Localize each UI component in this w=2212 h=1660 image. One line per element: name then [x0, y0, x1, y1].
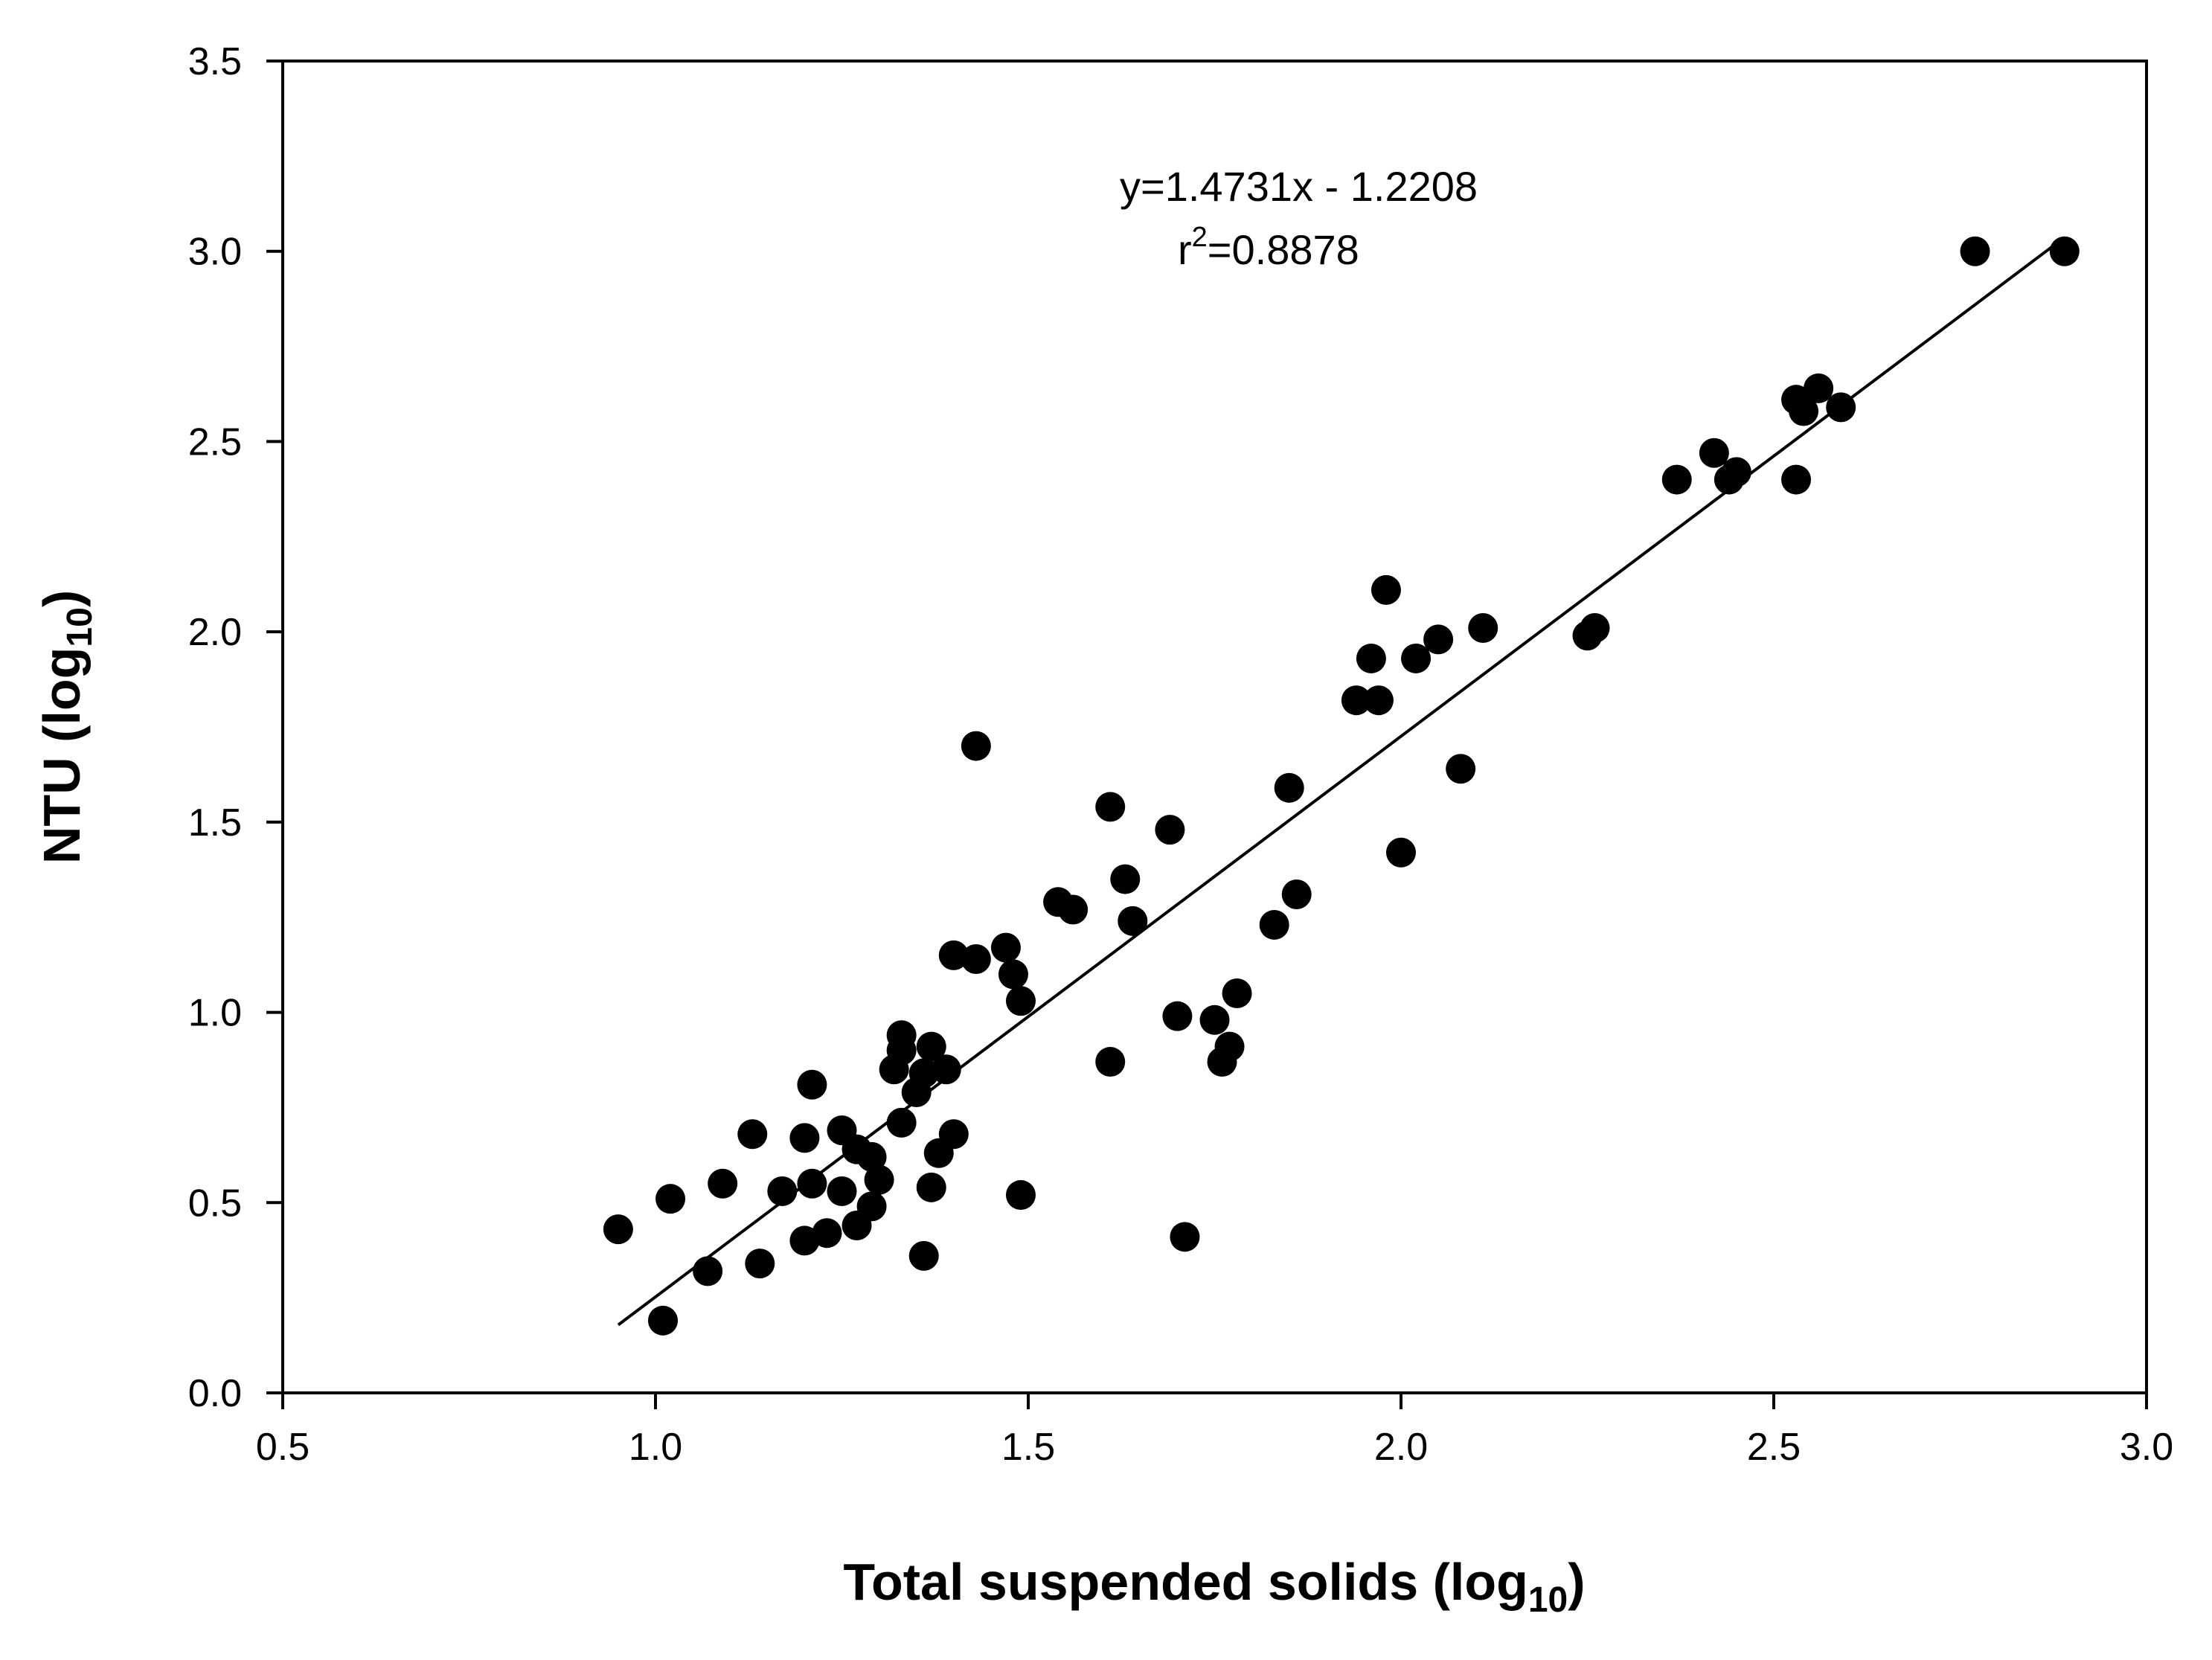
data-point	[1341, 685, 1371, 716]
x-tick-label: 1.5	[1001, 1426, 1055, 1469]
data-point	[1468, 613, 1498, 644]
x-tick-label: 2.5	[1747, 1426, 1801, 1469]
data-point	[908, 1240, 939, 1271]
r-squared-prefix: r	[1178, 226, 1192, 273]
data-point	[1281, 879, 1312, 910]
data-point	[693, 1256, 723, 1286]
y-tick-label: 3.0	[188, 231, 242, 274]
data-point	[797, 1168, 827, 1199]
data-point	[938, 1119, 969, 1150]
data-point	[1162, 1001, 1193, 1031]
x-tick-label: 2.0	[1374, 1426, 1428, 1469]
data-point	[1699, 438, 1729, 468]
data-point	[856, 1191, 887, 1222]
data-point	[1222, 978, 1252, 1008]
x-axis: 0.5 1.0 1.5 2.0 2.5 3.0	[256, 1393, 2173, 1469]
y-axis-label-close: )	[33, 590, 91, 607]
r-squared-superscript: 2	[1192, 222, 1208, 253]
data-point	[1005, 986, 1036, 1016]
data-point	[1155, 815, 1185, 845]
data-point	[1804, 373, 1834, 403]
data-point	[812, 1218, 842, 1249]
data-point	[789, 1123, 820, 1153]
r-squared-value: =0.8878	[1208, 226, 1359, 273]
x-axis-label-main: Total suspended solids (log	[843, 1553, 1527, 1611]
data-point	[648, 1305, 679, 1336]
data-point	[916, 1031, 946, 1062]
x-axis-label: Total suspended solids (log10)	[843, 1553, 1585, 1620]
y-axis-label: NTU (log10)	[33, 590, 100, 864]
data-point	[990, 932, 1021, 963]
x-tick-label: 0.5	[256, 1426, 310, 1469]
data-point	[1170, 1222, 1200, 1252]
r-squared-annotation: r2=0.8878	[1178, 222, 1359, 273]
data-point	[2049, 236, 2080, 266]
data-point	[1661, 464, 1692, 495]
data-point	[1781, 464, 1812, 495]
data-point	[1005, 1180, 1036, 1211]
y-axis-label-main: NTU (log	[33, 647, 91, 865]
data-point	[916, 1172, 946, 1202]
data-point	[655, 1184, 686, 1214]
plot-frame	[281, 60, 2148, 1394]
data-point	[737, 1119, 768, 1150]
data-point	[1363, 685, 1394, 716]
y-tick-label: 0.0	[188, 1372, 242, 1415]
data-point	[1446, 754, 1476, 784]
data-point	[1789, 396, 1819, 426]
data-point	[938, 940, 969, 970]
data-point	[908, 1058, 939, 1089]
data-point	[1423, 624, 1454, 655]
y-tick-label: 1.0	[188, 992, 242, 1035]
y-axis-label-subscript: 10	[60, 607, 100, 647]
data-point	[1371, 574, 1401, 605]
data-point	[1110, 864, 1141, 894]
data-point	[864, 1164, 894, 1195]
data-point	[827, 1176, 857, 1206]
data-point	[1826, 392, 1856, 423]
x-axis-label-close: )	[1568, 1553, 1585, 1611]
data-point	[708, 1168, 738, 1199]
data-point	[856, 1141, 887, 1172]
equation-annotation: y=1.4731x - 1.2208	[1120, 163, 1478, 210]
y-tick-label: 1.5	[188, 801, 242, 845]
y-tick-label: 0.5	[188, 1182, 242, 1225]
data-point	[1274, 772, 1304, 803]
data-point	[797, 1069, 827, 1100]
y-tick-label: 2.5	[188, 420, 242, 464]
y-tick-label: 3.5	[188, 40, 242, 83]
data-point	[886, 1107, 917, 1138]
data-point	[1095, 792, 1126, 822]
data-point	[1401, 643, 1432, 673]
x-tick-label: 1.0	[629, 1426, 682, 1469]
y-tick-label: 2.0	[188, 611, 242, 654]
x-axis-label-subscript: 10	[1528, 1580, 1568, 1620]
data-point	[1214, 1031, 1245, 1062]
data-point	[789, 1225, 820, 1256]
data-point	[1356, 643, 1386, 673]
x-tick-label: 3.0	[2120, 1426, 2173, 1469]
data-point	[1095, 1047, 1126, 1077]
data-point	[886, 1035, 917, 1065]
data-point	[1960, 236, 1990, 266]
data-point	[1259, 909, 1289, 940]
data-point	[767, 1176, 798, 1206]
data-point	[1199, 1004, 1230, 1035]
data-point	[1580, 613, 1610, 644]
data-point	[961, 943, 991, 974]
data-point	[745, 1249, 775, 1279]
data-point	[603, 1214, 633, 1245]
data-point	[1386, 837, 1416, 868]
data-point	[961, 731, 991, 761]
data-point	[931, 1054, 961, 1085]
data-point	[1058, 894, 1089, 925]
data-point	[1721, 457, 1751, 487]
y-axis: 0.0 0.5 1.0 1.5 2.0 2.5 3.0 3.5	[188, 40, 283, 1415]
data-point	[1118, 906, 1148, 936]
data-points	[603, 236, 2080, 1336]
plot-area-border	[281, 60, 2148, 1394]
data-point	[998, 959, 1028, 990]
